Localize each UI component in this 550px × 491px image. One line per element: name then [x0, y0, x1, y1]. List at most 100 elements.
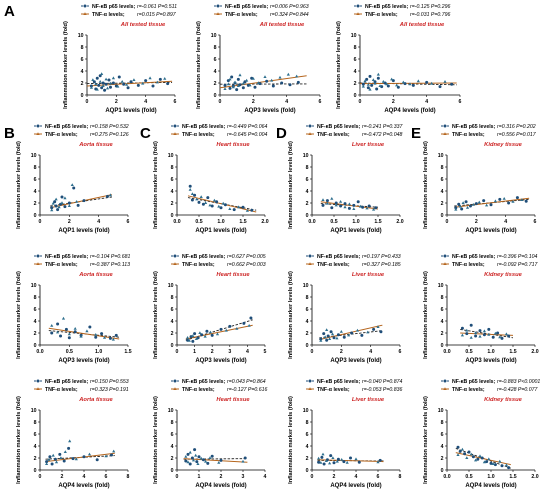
data-point-tnf: [221, 201, 225, 205]
data-point-nfkb: [357, 460, 361, 464]
x-axis-label: AQP1 levels (fold): [105, 108, 156, 114]
y-axis-label: Inflammation marker levels (fold): [423, 141, 429, 229]
data-point-tnf: [228, 207, 232, 210]
y-tick-label: 4: [34, 319, 37, 325]
data-point-tnf: [334, 203, 338, 207]
data-point-tnf: [98, 80, 102, 83]
tissue-label: Liver tissue: [352, 397, 385, 403]
data-point-tnf: [241, 81, 245, 85]
legend-label-nfkb: NF-κB p65 levels;: [45, 379, 89, 385]
data-point-nfkb: [476, 457, 480, 461]
data-point-tnf: [51, 201, 55, 205]
legend-marker-nfkb: [36, 379, 40, 383]
data-point-nfkb: [524, 199, 528, 203]
data-point-nfkb: [186, 452, 190, 456]
data-point-nfkb: [219, 327, 223, 331]
data-point-nfkb: [471, 455, 475, 459]
data-point-nfkb: [110, 453, 113, 457]
regression-line-tnf: [359, 82, 457, 85]
data-point-tnf: [111, 337, 115, 341]
data-point-tnf: [270, 78, 274, 82]
x-tick-label: 2: [392, 99, 395, 105]
y-tick-label: 2: [81, 81, 84, 87]
data-point-tnf: [198, 331, 202, 334]
legend-marker-nfkb: [216, 4, 220, 8]
data-point-tnf: [361, 84, 365, 88]
data-point-nfkb: [100, 332, 104, 336]
data-point-nfkb: [360, 333, 364, 337]
y-axis-label: Inflammation marker levels (fold): [16, 141, 22, 229]
data-point-tnf: [335, 459, 339, 463]
data-point-tnf: [498, 459, 502, 463]
regression-line-tnf: [454, 197, 530, 208]
x-axis-label: AQP3 levels (fold): [244, 108, 295, 114]
data-point-nfkb: [485, 460, 489, 464]
y-tick-label: 8: [306, 295, 309, 301]
legend-marker-tnf: [173, 132, 177, 135]
data-point-tnf: [358, 204, 362, 208]
data-point-nfkb: [54, 204, 58, 208]
data-point-tnf: [61, 316, 66, 320]
data-point-tnf: [511, 200, 515, 203]
data-point-nfkb: [190, 198, 194, 202]
x-tick-label: 2.0: [261, 219, 268, 225]
data-point-tnf: [87, 452, 92, 456]
scatter-chart-11: NF-κB p65 levels; r=-0.396 P=0.104 TNF-α l…: [423, 254, 539, 364]
data-point-nfkb: [350, 331, 354, 335]
data-point-nfkb: [347, 206, 351, 210]
data-point-nfkb: [108, 336, 112, 340]
data-point-nfkb: [336, 333, 340, 337]
data-point-nfkb: [474, 334, 478, 338]
x-tick-label: 1.0: [217, 219, 224, 225]
data-point-tnf: [51, 453, 55, 457]
legend-marker-tnf: [36, 387, 40, 390]
data-point-tnf: [79, 334, 83, 338]
y-tick-label: 4: [441, 189, 444, 195]
x-axis-label: AQP1 levels (fold): [465, 228, 516, 234]
data-point-nfkb: [460, 207, 464, 211]
data-point-nfkb: [136, 83, 140, 87]
data-point-nfkb: [396, 85, 400, 89]
data-point-nfkb: [235, 88, 239, 92]
data-point-tnf: [208, 330, 213, 334]
data-point-nfkb: [493, 463, 497, 467]
data-point-nfkb: [271, 84, 275, 88]
legend-label-tnf: TNF-α levels;: [45, 387, 78, 393]
data-point-tnf: [482, 460, 486, 464]
x-tick-label: 8: [127, 474, 130, 480]
data-point-nfkb: [201, 202, 205, 206]
data-point-nfkb: [188, 462, 192, 466]
data-point-tnf: [196, 462, 200, 465]
y-tick-label: 6: [171, 432, 174, 438]
data-point-tnf: [317, 456, 321, 460]
data-point-tnf: [108, 81, 113, 85]
y-axis-label: Inflammation marker levels (fold): [63, 21, 69, 109]
regression-line-nfkb: [185, 319, 253, 341]
data-point-tnf: [238, 73, 242, 77]
data-point-nfkb: [366, 86, 370, 90]
data-point-nfkb: [322, 332, 326, 336]
x-tick-label: 1.5: [374, 219, 381, 225]
tissue-label: Aorta tissue: [78, 142, 113, 148]
legend-marker-nfkb: [356, 4, 360, 8]
data-point-tnf: [91, 78, 95, 81]
data-point-tnf: [365, 206, 369, 210]
data-point-nfkb: [265, 79, 269, 83]
data-point-tnf: [208, 456, 212, 459]
y-tick-label: 2: [306, 331, 309, 337]
tissue-label: Liver tissue: [352, 142, 385, 148]
data-point-tnf: [212, 198, 216, 202]
scatter-chart-8: NF-κB p65 levels; r=-0.104 P=0.681 TNF-α l…: [16, 254, 132, 364]
scatter-chart-1: NF-κB p65 levels; r=-0.061 P=0.511 TNF-α l…: [63, 4, 177, 114]
y-axis-label: Inflammation marker levels (fold): [288, 396, 294, 484]
data-point-tnf: [371, 78, 375, 81]
y-tick-label: 4: [214, 69, 217, 75]
data-point-tnf: [339, 330, 343, 333]
legend-stat-nfkb: r=-0.104 P=0.681: [90, 254, 130, 260]
y-tick-label: 4: [171, 319, 174, 325]
data-point-nfkb: [456, 445, 460, 449]
data-point-tnf: [347, 202, 351, 206]
x-tick-label: 4: [355, 474, 358, 480]
data-point-nfkb: [321, 203, 325, 207]
x-tick-label: 2: [333, 474, 336, 480]
